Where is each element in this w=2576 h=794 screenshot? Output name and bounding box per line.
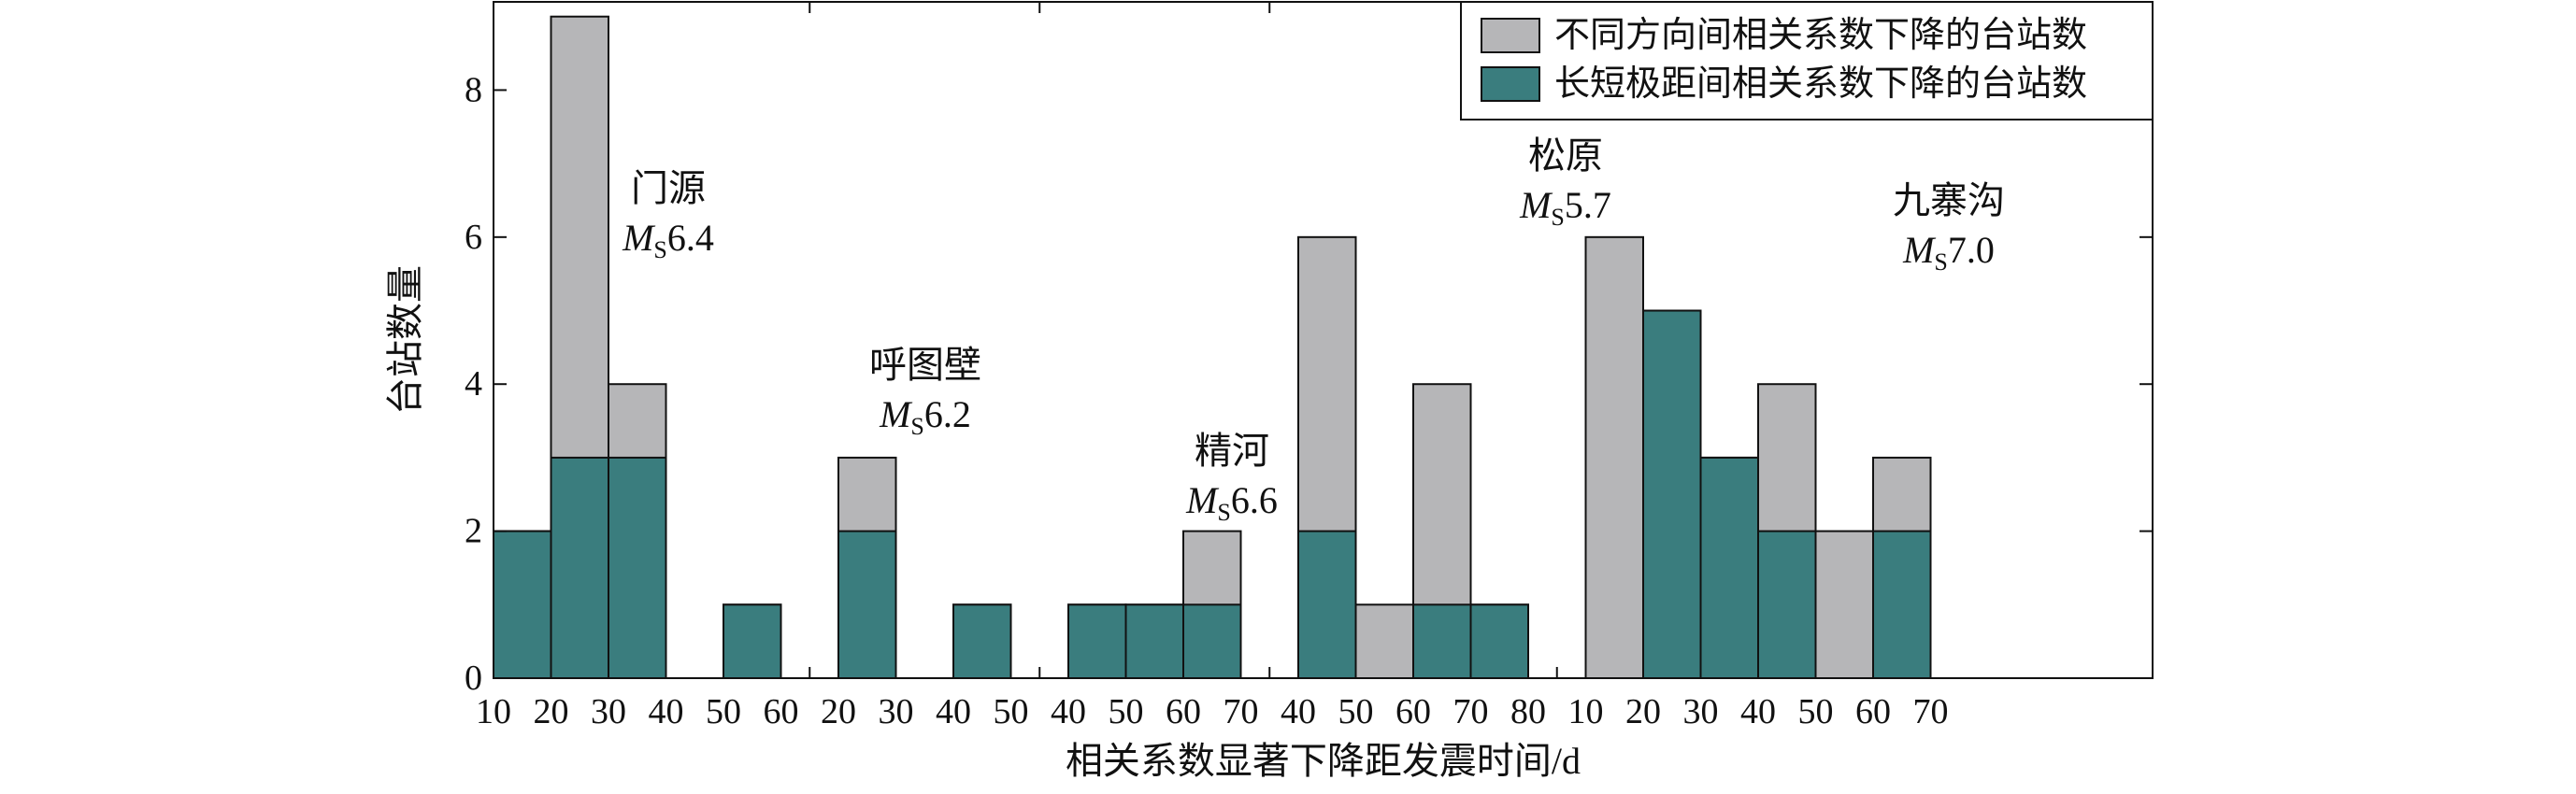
x-tick-label: 70 (1453, 692, 1489, 731)
magnitude-subscript: S (1217, 499, 1230, 526)
magnitude-symbol: M (1902, 229, 1937, 271)
x-tick-label: 30 (591, 692, 626, 731)
magnitude-value: 6.2 (924, 393, 971, 435)
bar-distance (1182, 603, 1242, 679)
bar-distance (1124, 603, 1184, 679)
x-tick-label: 30 (879, 692, 914, 731)
x-tick-label: 40 (649, 692, 684, 731)
x-tick-label: 20 (821, 692, 856, 731)
bar-distance (1757, 530, 1817, 680)
magnitude-value: 6.4 (667, 217, 714, 259)
magnitude-subscript: S (1934, 248, 1947, 276)
annotation-magnitude: MS6.6 (1185, 479, 1278, 526)
y-tick-label: 0 (465, 659, 482, 698)
magnitude-symbol: M (879, 393, 913, 435)
annotation-name: 门源 (631, 167, 706, 209)
y-axis-title: 台站数量 (384, 265, 426, 415)
legend-box (1460, 1, 2154, 121)
bar-distance (550, 456, 609, 680)
magnitude-symbol: M (1185, 479, 1220, 521)
magnitude-subscript: S (653, 236, 666, 263)
bar-distance (1412, 603, 1472, 679)
x-tick-label: 60 (1166, 692, 1201, 731)
bar-distance (837, 530, 897, 680)
magnitude-symbol: M (1519, 184, 1553, 226)
annotation-magnitude: MS5.7 (1519, 184, 1611, 231)
x-tick-label: 70 (1224, 692, 1259, 731)
x-tick-label: 50 (1338, 692, 1374, 731)
bar-distance (1469, 603, 1529, 679)
annotation-magnitude: MS7.0 (1902, 229, 1995, 276)
bar-direction (1354, 603, 1414, 679)
bar-distance (1872, 530, 1932, 680)
y-tick-label: 8 (465, 70, 482, 109)
bar-direction (1584, 235, 1644, 679)
magnitude-value: 7.0 (1948, 229, 1995, 271)
bar-distance (1699, 456, 1759, 680)
bar-distance (1642, 309, 1702, 679)
x-tick-label: 70 (1913, 692, 1949, 731)
x-tick-label: 50 (1798, 692, 1834, 731)
bar-distance (608, 456, 667, 680)
x-tick-label: 10 (1568, 692, 1604, 731)
bar-distance (1067, 603, 1127, 679)
x-tick-label: 40 (1740, 692, 1776, 731)
x-axis-title: 相关系数显著下降距发震时间/d (1066, 740, 1581, 782)
bar-direction (1814, 530, 1874, 680)
bar-distance (493, 530, 552, 680)
y-tick-label: 4 (465, 364, 482, 404)
magnitude-symbol: M (622, 217, 656, 259)
plot-frame (493, 1, 2154, 679)
magnitude-value: 5.7 (1565, 184, 1611, 226)
annotation-name: 呼图壁 (869, 344, 981, 386)
legend-label-distance: 长短极距间相关系数下降的台站数 (1554, 64, 2087, 104)
x-tick-label: 40 (1281, 692, 1316, 731)
x-tick-label: 50 (994, 692, 1029, 731)
annotation-magnitude: MS6.4 (622, 217, 714, 263)
legend-swatch-direction (1481, 18, 1540, 53)
x-tick-label: 20 (1625, 692, 1661, 731)
x-tick-label: 10 (476, 692, 511, 731)
x-tick-label: 40 (936, 692, 971, 731)
annotation-magnitude: MS6.2 (879, 393, 971, 440)
x-tick-label: 60 (764, 692, 799, 731)
bar-distance (952, 603, 1012, 679)
x-tick-label: 50 (1109, 692, 1144, 731)
x-tick-label: 60 (1855, 692, 1891, 731)
magnitude-subscript: S (1551, 204, 1564, 231)
y-tick-label: 2 (465, 512, 482, 551)
annotation-name: 精河 (1195, 430, 1269, 472)
y-tick-label: 6 (465, 218, 482, 257)
x-tick-label: 80 (1510, 692, 1546, 731)
x-tick-label: 30 (1683, 692, 1719, 731)
legend-swatch-distance (1481, 66, 1540, 102)
magnitude-value: 6.6 (1231, 479, 1278, 521)
x-tick-label: 60 (1395, 692, 1431, 731)
legend-label-direction: 不同方向间相关系数下降的台站数 (1554, 16, 2087, 55)
x-tick-label: 50 (706, 692, 741, 731)
bar-distance (1297, 530, 1357, 680)
annotation-name: 松原 (1528, 135, 1603, 177)
x-tick-label: 20 (534, 692, 569, 731)
annotation-name: 九寨沟 (1893, 179, 2005, 221)
bar-distance (723, 603, 782, 679)
x-tick-label: 40 (1051, 692, 1086, 731)
magnitude-subscript: S (910, 413, 923, 440)
